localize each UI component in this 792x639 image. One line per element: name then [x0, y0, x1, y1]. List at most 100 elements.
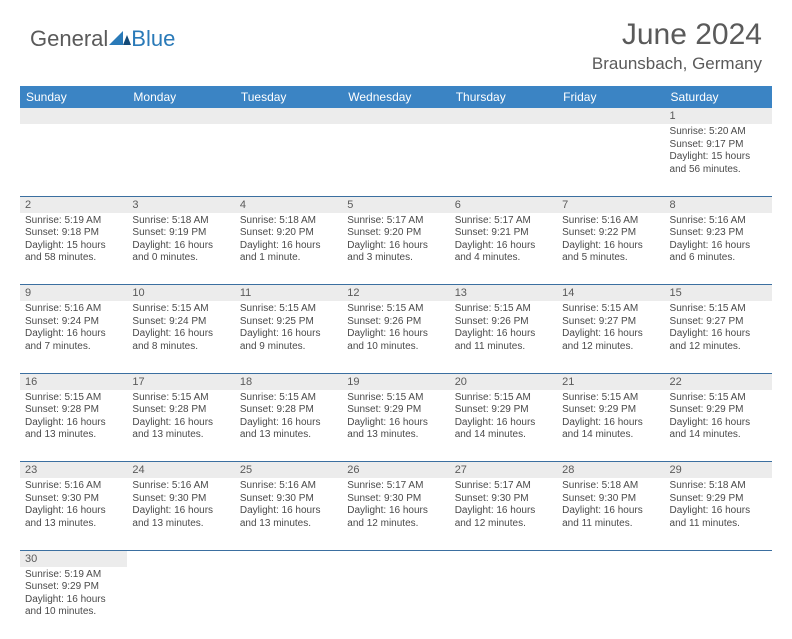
- day-content-cell: [450, 124, 557, 196]
- logo-text-dark: General: [30, 26, 108, 52]
- day-content-cell: [127, 124, 234, 196]
- day-content-cell: [557, 124, 664, 196]
- day-details: Sunrise: 5:15 AMSunset: 9:25 PMDaylight:…: [235, 301, 342, 356]
- header: General Blue June 2024 Braunsbach, Germa…: [0, 0, 792, 80]
- day-number-cell: 16: [20, 373, 127, 390]
- day-content-cell: Sunrise: 5:16 AMSunset: 9:23 PMDaylight:…: [665, 213, 772, 285]
- day-number-cell: 10: [127, 285, 234, 302]
- day-content-cell: Sunrise: 5:15 AMSunset: 9:27 PMDaylight:…: [665, 301, 772, 373]
- calendar-table: SundayMondayTuesdayWednesdayThursdayFrid…: [20, 86, 772, 639]
- day-content-cell: Sunrise: 5:15 AMSunset: 9:28 PMDaylight:…: [127, 390, 234, 462]
- calendar-body: 1Sunrise: 5:20 AMSunset: 9:17 PMDaylight…: [20, 108, 772, 639]
- day-content-cell: [665, 567, 772, 639]
- day-number-cell: [127, 108, 234, 124]
- day-details: Sunrise: 5:15 AMSunset: 9:28 PMDaylight:…: [127, 390, 234, 445]
- day-details: Sunrise: 5:16 AMSunset: 9:30 PMDaylight:…: [235, 478, 342, 533]
- calendar-head: SundayMondayTuesdayWednesdayThursdayFrid…: [20, 86, 772, 108]
- day-details: Sunrise: 5:15 AMSunset: 9:29 PMDaylight:…: [557, 390, 664, 445]
- day-content-cell: Sunrise: 5:16 AMSunset: 9:30 PMDaylight:…: [20, 478, 127, 550]
- day-header: Thursday: [450, 86, 557, 108]
- day-details: Sunrise: 5:15 AMSunset: 9:29 PMDaylight:…: [450, 390, 557, 445]
- day-number-cell: 26: [342, 462, 449, 479]
- day-number-cell: 7: [557, 196, 664, 213]
- day-details: Sunrise: 5:16 AMSunset: 9:30 PMDaylight:…: [127, 478, 234, 533]
- day-content-row: Sunrise: 5:16 AMSunset: 9:24 PMDaylight:…: [20, 301, 772, 373]
- day-content-cell: [342, 124, 449, 196]
- day-content-row: Sunrise: 5:19 AMSunset: 9:18 PMDaylight:…: [20, 213, 772, 285]
- day-content-cell: Sunrise: 5:15 AMSunset: 9:29 PMDaylight:…: [342, 390, 449, 462]
- day-number-row: 9101112131415: [20, 285, 772, 302]
- day-number-cell: 8: [665, 196, 772, 213]
- day-details: Sunrise: 5:16 AMSunset: 9:24 PMDaylight:…: [20, 301, 127, 356]
- logo: General Blue: [30, 26, 175, 52]
- day-content-cell: Sunrise: 5:15 AMSunset: 9:24 PMDaylight:…: [127, 301, 234, 373]
- day-content-cell: [342, 567, 449, 639]
- day-number-cell: 2: [20, 196, 127, 213]
- day-content-cell: Sunrise: 5:17 AMSunset: 9:21 PMDaylight:…: [450, 213, 557, 285]
- day-number-cell: 6: [450, 196, 557, 213]
- day-number-cell: [342, 550, 449, 567]
- day-header: Monday: [127, 86, 234, 108]
- page-title: June 2024: [592, 18, 762, 52]
- day-content-cell: Sunrise: 5:16 AMSunset: 9:30 PMDaylight:…: [127, 478, 234, 550]
- day-content-cell: Sunrise: 5:15 AMSunset: 9:29 PMDaylight:…: [665, 390, 772, 462]
- day-number-cell: 25: [235, 462, 342, 479]
- day-details: Sunrise: 5:16 AMSunset: 9:30 PMDaylight:…: [20, 478, 127, 533]
- day-details: Sunrise: 5:19 AMSunset: 9:29 PMDaylight:…: [20, 567, 127, 622]
- day-number-cell: 27: [450, 462, 557, 479]
- day-content-cell: Sunrise: 5:15 AMSunset: 9:26 PMDaylight:…: [450, 301, 557, 373]
- day-content-cell: Sunrise: 5:19 AMSunset: 9:29 PMDaylight:…: [20, 567, 127, 639]
- day-number-cell: 30: [20, 550, 127, 567]
- day-number-cell: [342, 108, 449, 124]
- day-details: Sunrise: 5:18 AMSunset: 9:29 PMDaylight:…: [665, 478, 772, 533]
- day-number-cell: [235, 108, 342, 124]
- title-block: June 2024 Braunsbach, Germany: [592, 18, 762, 74]
- day-number-cell: 29: [665, 462, 772, 479]
- day-content-cell: Sunrise: 5:15 AMSunset: 9:29 PMDaylight:…: [557, 390, 664, 462]
- day-number-cell: 3: [127, 196, 234, 213]
- day-details: Sunrise: 5:15 AMSunset: 9:27 PMDaylight:…: [557, 301, 664, 356]
- day-number-cell: 5: [342, 196, 449, 213]
- day-number-cell: [20, 108, 127, 124]
- day-details: Sunrise: 5:15 AMSunset: 9:24 PMDaylight:…: [127, 301, 234, 356]
- day-content-cell: Sunrise: 5:18 AMSunset: 9:20 PMDaylight:…: [235, 213, 342, 285]
- day-details: Sunrise: 5:17 AMSunset: 9:21 PMDaylight:…: [450, 213, 557, 268]
- day-content-cell: Sunrise: 5:15 AMSunset: 9:26 PMDaylight:…: [342, 301, 449, 373]
- day-content-cell: Sunrise: 5:18 AMSunset: 9:30 PMDaylight:…: [557, 478, 664, 550]
- day-number-cell: 21: [557, 373, 664, 390]
- day-number-row: 1: [20, 108, 772, 124]
- day-content-row: Sunrise: 5:19 AMSunset: 9:29 PMDaylight:…: [20, 567, 772, 639]
- day-content-cell: Sunrise: 5:17 AMSunset: 9:30 PMDaylight:…: [342, 478, 449, 550]
- day-number-cell: 22: [665, 373, 772, 390]
- day-content-cell: [450, 567, 557, 639]
- day-number-cell: 23: [20, 462, 127, 479]
- day-content-cell: [127, 567, 234, 639]
- day-details: Sunrise: 5:15 AMSunset: 9:26 PMDaylight:…: [342, 301, 449, 356]
- day-content-cell: Sunrise: 5:16 AMSunset: 9:24 PMDaylight:…: [20, 301, 127, 373]
- day-number-cell: 14: [557, 285, 664, 302]
- day-details: Sunrise: 5:15 AMSunset: 9:28 PMDaylight:…: [235, 390, 342, 445]
- day-details: Sunrise: 5:16 AMSunset: 9:22 PMDaylight:…: [557, 213, 664, 268]
- logo-text-blue: Blue: [131, 26, 175, 52]
- day-number-cell: [450, 550, 557, 567]
- day-content-cell: [235, 567, 342, 639]
- day-details: Sunrise: 5:15 AMSunset: 9:29 PMDaylight:…: [665, 390, 772, 445]
- day-number-row: 23242526272829: [20, 462, 772, 479]
- day-content-cell: Sunrise: 5:15 AMSunset: 9:28 PMDaylight:…: [235, 390, 342, 462]
- day-details: Sunrise: 5:20 AMSunset: 9:17 PMDaylight:…: [665, 124, 772, 179]
- day-header: Saturday: [665, 86, 772, 108]
- day-number-cell: 9: [20, 285, 127, 302]
- day-number-cell: 17: [127, 373, 234, 390]
- day-details: Sunrise: 5:18 AMSunset: 9:19 PMDaylight:…: [127, 213, 234, 268]
- day-details: Sunrise: 5:16 AMSunset: 9:23 PMDaylight:…: [665, 213, 772, 268]
- day-content-cell: Sunrise: 5:15 AMSunset: 9:27 PMDaylight:…: [557, 301, 664, 373]
- day-details: Sunrise: 5:17 AMSunset: 9:20 PMDaylight:…: [342, 213, 449, 268]
- day-content-cell: Sunrise: 5:15 AMSunset: 9:29 PMDaylight:…: [450, 390, 557, 462]
- day-number-cell: [235, 550, 342, 567]
- day-number-cell: [557, 550, 664, 567]
- day-content-row: Sunrise: 5:15 AMSunset: 9:28 PMDaylight:…: [20, 390, 772, 462]
- day-content-row: Sunrise: 5:16 AMSunset: 9:30 PMDaylight:…: [20, 478, 772, 550]
- day-content-cell: Sunrise: 5:17 AMSunset: 9:20 PMDaylight:…: [342, 213, 449, 285]
- day-details: Sunrise: 5:19 AMSunset: 9:18 PMDaylight:…: [20, 213, 127, 268]
- day-details: Sunrise: 5:18 AMSunset: 9:20 PMDaylight:…: [235, 213, 342, 268]
